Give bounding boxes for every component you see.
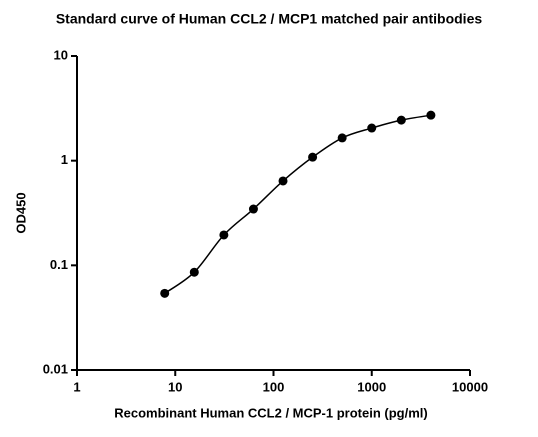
data-point [160, 288, 170, 298]
x-tick-label: 10 [168, 379, 182, 394]
y-axis-label: OD450 [13, 192, 28, 233]
y-tick-label: 0.1 [50, 257, 68, 272]
data-point [308, 152, 318, 162]
data-point [278, 176, 288, 186]
y-tick-label: 0.01 [43, 361, 68, 376]
x-tick-label: 100 [263, 379, 285, 394]
x-tick-label: 10000 [452, 379, 488, 394]
data-point [426, 110, 436, 120]
data-point [189, 267, 199, 277]
x-tick-label: 1 [73, 379, 80, 394]
y-tick-label: 10 [54, 47, 68, 62]
data-point [337, 133, 347, 143]
data-point [367, 123, 377, 133]
fit-curve [164, 114, 432, 294]
x-tick-label: 1000 [357, 379, 386, 394]
data-point [248, 204, 258, 214]
data-point [396, 115, 406, 125]
data-point [219, 230, 229, 240]
chart-title: Standard curve of Human CCL2 / MCP1 matc… [56, 11, 483, 27]
x-axis-label: Recombinant Human CCL2 / MCP-1 protein (… [114, 405, 427, 420]
y-tick-label: 1 [61, 152, 68, 167]
